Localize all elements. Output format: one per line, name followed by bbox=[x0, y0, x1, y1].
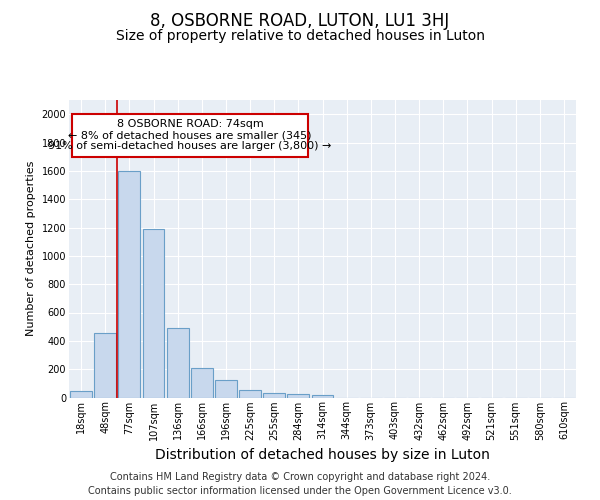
Bar bbox=[70, 391, 92, 398]
Bar bbox=[72, 114, 308, 156]
Bar bbox=[167, 328, 188, 398]
Text: Contains HM Land Registry data © Crown copyright and database right 2024.: Contains HM Land Registry data © Crown c… bbox=[110, 472, 490, 482]
Bar bbox=[215, 380, 237, 398]
Text: ← 8% of detached houses are smaller (345): ← 8% of detached houses are smaller (345… bbox=[68, 130, 312, 140]
Bar bbox=[263, 393, 285, 398]
Bar bbox=[191, 368, 212, 398]
Bar bbox=[118, 171, 140, 398]
Bar bbox=[143, 229, 164, 398]
Bar bbox=[239, 390, 261, 398]
Text: 91% of semi-detached houses are larger (3,800) →: 91% of semi-detached houses are larger (… bbox=[48, 142, 332, 152]
Text: 8 OSBORNE ROAD: 74sqm: 8 OSBORNE ROAD: 74sqm bbox=[116, 120, 263, 130]
Bar bbox=[94, 333, 116, 398]
X-axis label: Distribution of detached houses by size in Luton: Distribution of detached houses by size … bbox=[155, 448, 490, 462]
Bar bbox=[311, 395, 334, 398]
Text: Contains public sector information licensed under the Open Government Licence v3: Contains public sector information licen… bbox=[88, 486, 512, 496]
Y-axis label: Number of detached properties: Number of detached properties bbox=[26, 161, 36, 336]
Bar bbox=[287, 394, 309, 398]
Text: 8, OSBORNE ROAD, LUTON, LU1 3HJ: 8, OSBORNE ROAD, LUTON, LU1 3HJ bbox=[151, 12, 449, 30]
Text: Size of property relative to detached houses in Luton: Size of property relative to detached ho… bbox=[115, 29, 485, 43]
